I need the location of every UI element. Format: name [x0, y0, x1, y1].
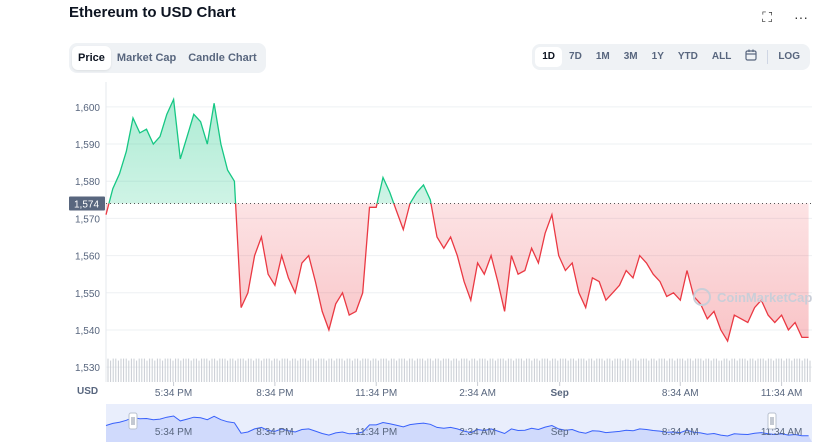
- tab-market-cap[interactable]: Market Cap: [116, 52, 177, 64]
- price-line-down: [105, 203, 809, 343]
- calendar-icon: [745, 49, 757, 61]
- navigator-label: 5:34 PM: [155, 427, 192, 438]
- x-tick-label: 8:34 AM: [662, 388, 699, 399]
- watermark-logo: [693, 288, 711, 306]
- navigator-handle-left[interactable]: [128, 412, 138, 430]
- x-tick-label: 11:34 AM: [761, 388, 803, 399]
- y-tick-label: 1,570: [75, 214, 100, 225]
- range-all-button[interactable]: ALL: [711, 51, 732, 62]
- price-line-up: [108, 96, 432, 204]
- navigator-area: [106, 416, 812, 442]
- chart-type-tabs: Price Market Cap Candle Chart: [69, 43, 266, 73]
- area-above-reference: [106, 99, 809, 204]
- navigator-label: 11:34 PM: [355, 427, 397, 438]
- range-divider: [767, 50, 769, 64]
- y-tick-label: 1,540: [75, 326, 100, 337]
- range-7d-button[interactable]: 7D: [569, 51, 582, 62]
- y-tick-label: 1,530: [75, 363, 100, 374]
- range-1d-button[interactable]: 1D: [535, 47, 563, 67]
- navigator-label: 8:34 AM: [662, 427, 699, 438]
- tab-candle-chart[interactable]: Candle Chart: [188, 52, 257, 64]
- x-tick-label: 11:34 PM: [355, 388, 397, 399]
- more-icon[interactable]: ···: [794, 9, 808, 25]
- range-1y-button[interactable]: 1Y: [651, 51, 664, 62]
- expand-icon[interactable]: ⛶: [762, 9, 772, 25]
- x-tick-label: 5:34 PM: [155, 388, 192, 399]
- range-1m-button[interactable]: 1M: [595, 51, 610, 62]
- range-3m-button[interactable]: 3M: [623, 51, 638, 62]
- watermark-text: CoinMarketCap: [717, 290, 812, 305]
- calendar-button[interactable]: [738, 47, 764, 67]
- y-tick-label: 1,560: [75, 252, 100, 263]
- navigator-label: 8:34 PM: [256, 427, 293, 438]
- x-tick-label: Sep: [550, 388, 568, 399]
- page-title: Ethereum to USD Chart: [69, 4, 236, 21]
- y-tick-label: 1,600: [75, 103, 100, 114]
- x-tick-label: 8:34 PM: [256, 388, 293, 399]
- x-axis-unit-label: USD: [77, 386, 98, 397]
- y-tick-label: 1,580: [75, 177, 100, 188]
- y-tick-label: 1,550: [75, 289, 100, 300]
- y-tick-label: 1,590: [75, 140, 100, 151]
- navigator-label: 2:34 AM: [459, 427, 496, 438]
- range-ytd-button[interactable]: YTD: [677, 51, 698, 62]
- price-series: [105, 96, 812, 343]
- area-below-reference: [106, 203, 809, 342]
- navigator[interactable]: 5:34 PM 8:34 PM 11:34 PM 2:34 AM Sep 8:34 AM 1…: [105, 404, 812, 442]
- log-scale-button[interactable]: LOG: [778, 51, 800, 62]
- top-actions: ⛶ ···: [762, 8, 808, 26]
- volume-bars: [107, 358, 811, 382]
- time-range-selector: 1D 7D 1M 3M 1Y YTD ALL LOG: [532, 44, 810, 70]
- x-tick-label: 2:34 AM: [459, 388, 496, 399]
- navigator-line: [105, 415, 809, 437]
- axis-labels: 1,530 1,540 1,550 1,560 1,570 1,580 1,590 1,600…: [69, 103, 812, 399]
- navigator-label: 11:34 AM: [761, 427, 803, 438]
- navigator-label: Sep: [551, 427, 569, 438]
- reference-price-label: 1,574: [74, 200, 99, 211]
- reference-price-badge: [69, 196, 105, 211]
- tab-price[interactable]: Price: [72, 46, 111, 70]
- navigator-handle-right[interactable]: [767, 412, 777, 430]
